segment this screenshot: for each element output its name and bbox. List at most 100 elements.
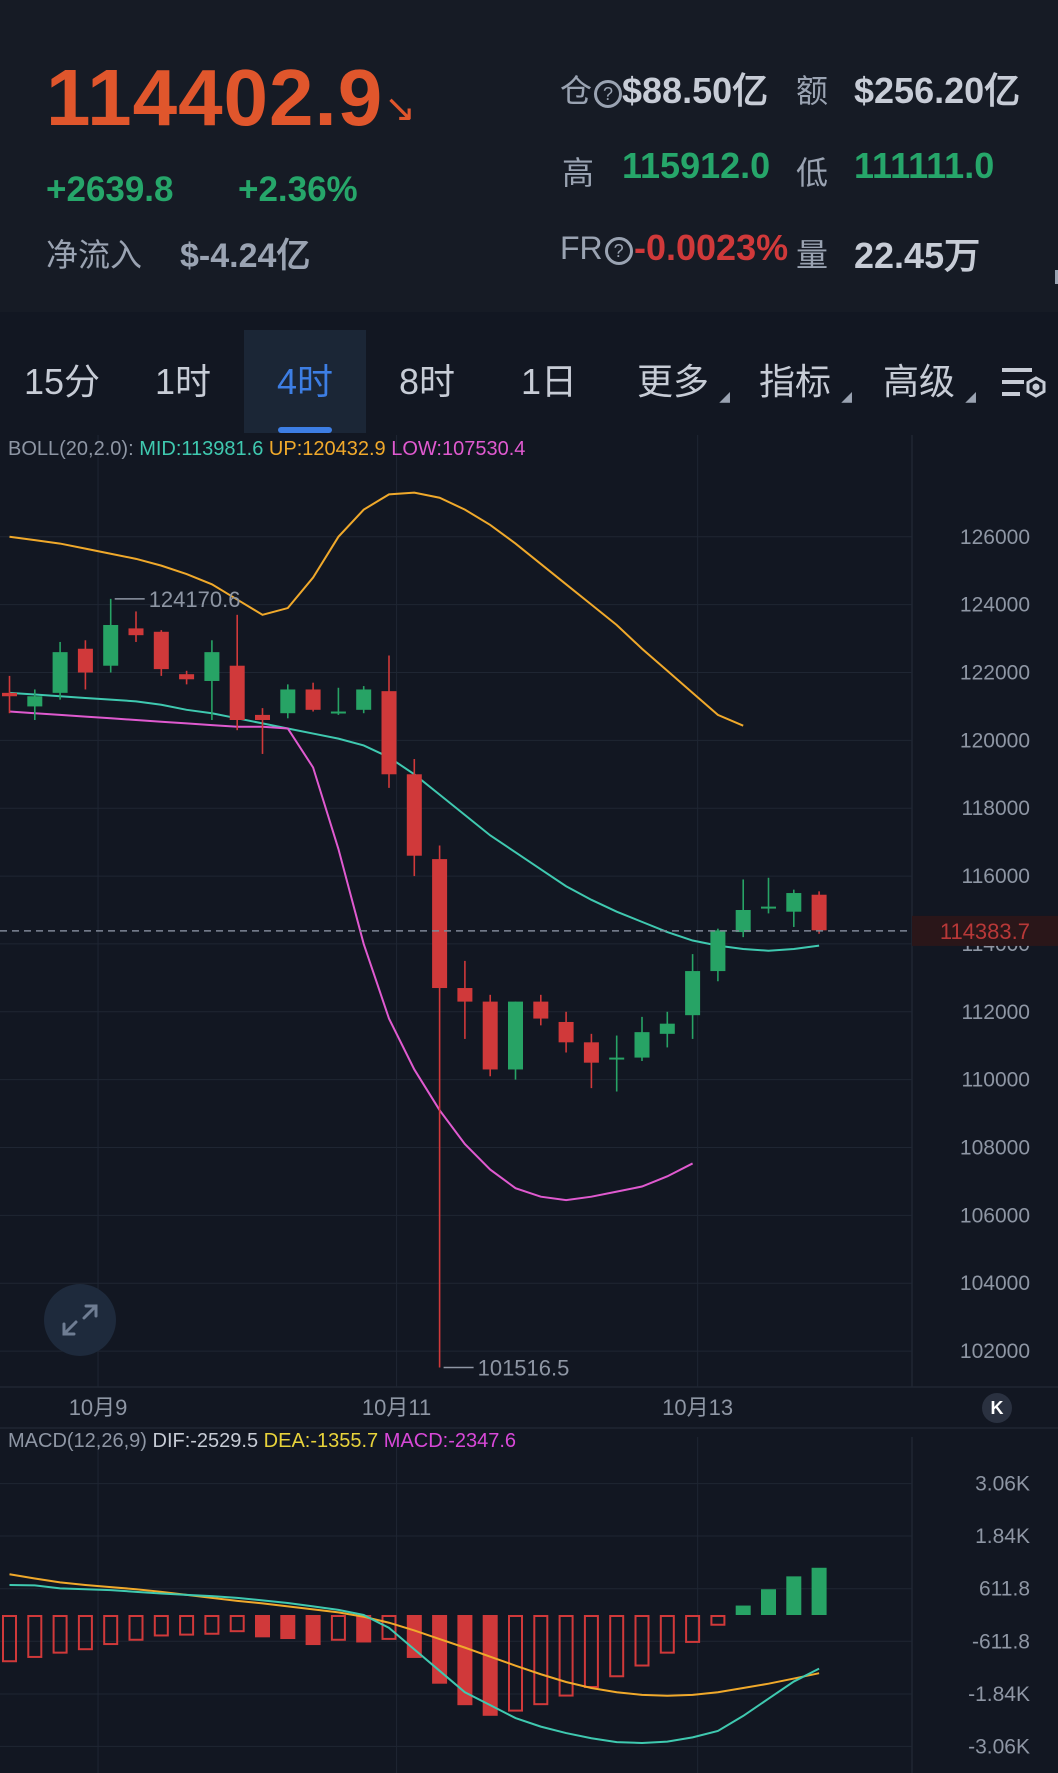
macd-histogram-bar	[27, 1615, 43, 1658]
candle	[457, 988, 473, 1002]
y-axis-label: 116000	[961, 865, 1030, 888]
oi-label: 仓?	[560, 66, 624, 112]
boll-upper-line	[9, 491, 744, 727]
tab-15m[interactable]: 15分	[4, 330, 120, 433]
tab-label: 8时	[398, 361, 456, 402]
candle	[153, 631, 169, 670]
macd-histogram-bar	[128, 1615, 144, 1641]
tab-label: 15分	[23, 361, 101, 402]
macd-legend-name: MACD(12,26,9)	[8, 1430, 147, 1452]
macd-histogram-bar	[609, 1615, 625, 1678]
y-axis-label: 112000	[961, 1001, 1030, 1024]
last-price: 114402.9	[46, 53, 384, 142]
scroll-to-latest-icon[interactable]: K	[982, 1393, 1012, 1423]
macd-histogram-bar	[558, 1615, 574, 1697]
boll-lower-line	[9, 710, 694, 1202]
netflow-label: 净流入	[46, 237, 143, 273]
oi-value: $88.50亿	[622, 70, 769, 111]
help-icon[interactable]: ?	[604, 236, 633, 265]
tab-8h[interactable]: 8时	[372, 330, 482, 433]
candle	[128, 628, 144, 636]
candle	[786, 893, 802, 912]
ticker-header: 114402.9 ↘ +2639.8 +2.36% 净流入 $-4.24亿 仓?…	[0, 0, 1058, 312]
candle	[179, 674, 195, 680]
tab-1h[interactable]: 1时	[128, 330, 238, 433]
dropdown-triangle-icon: ◢	[841, 388, 852, 404]
candle	[204, 652, 220, 681]
macd-histogram-bar	[533, 1615, 549, 1706]
turnover-value: $256.20亿	[854, 70, 1021, 111]
macd-histogram-bar	[52, 1615, 68, 1654]
tab-label: 指标	[758, 361, 831, 402]
candle	[432, 859, 448, 989]
candle	[659, 1023, 675, 1034]
change-pct: +2.36%	[238, 170, 358, 209]
candle	[2, 692, 17, 697]
macd-dea-line	[9, 1573, 820, 1697]
high-value: 115912.0	[622, 145, 771, 186]
y-axis-label: 611.8	[979, 1578, 1030, 1601]
macd-histogram-bar	[381, 1615, 397, 1640]
candle	[280, 689, 296, 714]
candle	[229, 665, 245, 720]
dropdown-triangle-icon: ◢	[965, 388, 976, 404]
change-abs: +2639.8	[46, 170, 174, 209]
netflow-value: $-4.24亿	[180, 237, 311, 275]
chart-settings-icon[interactable]	[1000, 362, 1048, 406]
macd-histogram-bar	[482, 1615, 498, 1716]
candle	[356, 689, 372, 710]
macd-histogram-bar	[204, 1615, 220, 1635]
candle	[811, 894, 827, 931]
y-axis-label: 106000	[960, 1204, 1030, 1227]
volume-label: 量	[796, 237, 829, 273]
y-axis-label: 118000	[961, 797, 1030, 820]
tab-indicators[interactable]: 指标 ◢	[752, 330, 852, 433]
kline-chart[interactable]: 1260001240001220001200001180001160001140…	[0, 435, 1058, 1773]
boll-legend-up: UP:120432.9	[268, 438, 386, 460]
macd-histogram-bar	[229, 1615, 245, 1633]
macd-histogram-bar	[634, 1615, 650, 1667]
candle	[103, 625, 119, 666]
min-price-label: 101516.5	[478, 1355, 570, 1380]
y-axis-label: 110000	[961, 1069, 1030, 1092]
expand-icon[interactable]	[44, 1284, 116, 1356]
macd-legend: MACD(12,26,9) DIF:-2529.5 DEA:-1355.7 MA…	[8, 1430, 516, 1453]
candle	[255, 714, 270, 720]
corner-mark	[1047, 270, 1058, 284]
tab-1d[interactable]: 1日	[494, 330, 604, 433]
macd-histogram-bar	[457, 1615, 473, 1706]
macd-histogram-bar	[432, 1615, 448, 1684]
macd-histogram-bar	[659, 1615, 675, 1654]
candle	[735, 910, 751, 933]
y-axis-label: -611.8	[972, 1630, 1030, 1653]
oi-label-text: 仓	[560, 73, 593, 109]
turnover-label: 额	[796, 73, 829, 109]
x-axis-label: 10月11	[362, 1395, 431, 1420]
candle	[558, 1021, 574, 1043]
macd-histogram-bar	[179, 1615, 195, 1636]
y-axis-label: 120000	[960, 729, 1030, 752]
fr-label-text: FR	[560, 230, 603, 266]
candle	[305, 689, 321, 710]
volume-value: 22.45万	[854, 235, 981, 276]
tab-advanced[interactable]: 高级 ◢	[876, 330, 976, 433]
macd-histogram-bar	[786, 1576, 802, 1615]
candle	[27, 696, 43, 707]
boll-legend-mid: MID:113981.6	[139, 438, 264, 460]
help-icon[interactable]: ?	[594, 79, 623, 108]
macd-legend-dif: DIF:-2529.5	[152, 1430, 259, 1452]
x-axis-label: 10月9	[69, 1395, 128, 1420]
x-axis-label: 10月13	[662, 1395, 733, 1420]
tab-4h[interactable]: 4时	[244, 330, 366, 433]
tab-more[interactable]: 更多 ◢	[630, 330, 730, 433]
macd-histogram-bar	[583, 1615, 599, 1688]
tab-label: 1日	[520, 361, 578, 402]
macd-histogram-bar	[356, 1615, 372, 1643]
macd-histogram-bar	[2, 1615, 17, 1663]
boll-legend-name: BOLL(20,2.0):	[8, 438, 134, 460]
current-price-badge	[912, 915, 1058, 946]
max-price-label: 124170.6	[149, 587, 241, 612]
y-axis-label: 124000	[960, 594, 1030, 617]
y-axis-label: 1.84K	[975, 1525, 1030, 1548]
y-axis-label: -3.06K	[968, 1735, 1030, 1758]
